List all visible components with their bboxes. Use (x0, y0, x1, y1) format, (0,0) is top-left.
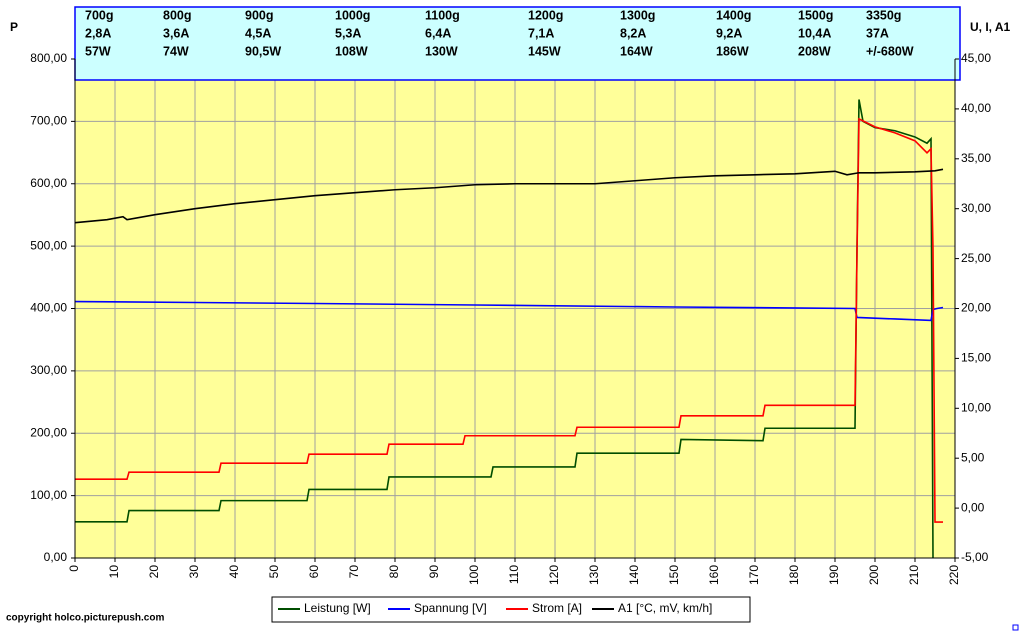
annotation: 74W (163, 44, 189, 58)
x-tick-label: 140 (627, 565, 641, 585)
annotation: 1000g (335, 8, 370, 22)
x-tick-label: 210 (907, 565, 921, 585)
y2-tick-label: 15,00 (961, 351, 991, 365)
annotation: +/-680W (866, 44, 914, 58)
x-tick-label: 0 (67, 565, 81, 572)
y-tick-label: 100,00 (30, 488, 67, 502)
annotation: 1200g (528, 8, 563, 22)
series-line (75, 117, 943, 523)
x-tick-label: 10 (107, 565, 121, 579)
y-tick-label: 200,00 (30, 425, 67, 439)
x-tick-label: 50 (267, 565, 281, 579)
y-tick-label: 0,00 (44, 550, 68, 564)
x-tick-label: 220 (947, 565, 961, 585)
y-tick-label: 400,00 (30, 301, 67, 315)
annotation: 6,4A (425, 26, 451, 40)
annotation: 9,2A (716, 26, 742, 40)
x-tick-label: 100 (467, 565, 481, 585)
y2-tick-label: 40,00 (961, 101, 991, 115)
annotation: 108W (335, 44, 368, 58)
x-tick-label: 180 (787, 565, 801, 585)
credit: copyright holco.picturepush.com (6, 613, 164, 624)
y2-tick-label: 25,00 (961, 251, 991, 265)
legend-label: A1 [°C, mV, km/h] (618, 601, 712, 615)
annotation: 37A (866, 26, 889, 40)
x-tick-label: 200 (867, 565, 881, 585)
y-tick-label: 800,00 (30, 51, 67, 65)
corner-marker (1012, 624, 1019, 631)
annotation: 900g (245, 8, 274, 22)
y-tick-label: 500,00 (30, 238, 67, 252)
y2-tick-label: 0,00 (961, 500, 985, 514)
legend-label: Strom [A] (532, 601, 582, 615)
x-tick-label: 160 (707, 565, 721, 585)
y2-tick-label: -5,00 (961, 550, 989, 564)
annotation: 1100g (425, 8, 460, 22)
x-tick-label: 110 (507, 565, 521, 584)
legend-label: Leistung [W] (304, 601, 371, 615)
annotation: 90,5W (245, 44, 281, 58)
y-tick-label: 700,00 (30, 114, 67, 128)
y2-tick-label: 45,00 (961, 51, 991, 65)
x-tick-label: 40 (227, 565, 241, 579)
x-tick-label: 130 (587, 565, 601, 585)
y-axis-title: P (10, 20, 18, 34)
series-line (74, 168, 944, 224)
x-tick-label: 170 (747, 565, 761, 585)
x-tick-label: 80 (387, 565, 401, 579)
series-line (75, 99, 934, 559)
x-tick-label: 20 (147, 565, 161, 579)
annotation: 8,2A (620, 26, 646, 40)
y2-tick-label: 20,00 (961, 301, 991, 315)
annotation: 164W (620, 44, 653, 58)
y2-tick-label: 30,00 (961, 201, 991, 215)
annotation-box (74, 6, 961, 81)
annotation: 3350g (866, 8, 901, 22)
y-tick-label: 300,00 (30, 363, 67, 377)
annotation: 186W (716, 44, 749, 58)
y2-tick-label: 35,00 (961, 151, 991, 165)
x-tick-label: 60 (307, 565, 321, 579)
annotation: 1500g (798, 8, 833, 22)
annotation: 2,8A (85, 26, 111, 40)
annotation: 145W (528, 44, 561, 58)
annotation: 7,1A (528, 26, 554, 40)
y-tick-label: 600,00 (30, 176, 67, 190)
annotation: 208W (798, 44, 831, 58)
y2-tick-label: 10,00 (961, 400, 991, 414)
x-tick-label: 70 (347, 565, 361, 579)
x-tick-label: 30 (187, 565, 201, 579)
annotation: 5,3A (335, 26, 361, 40)
annotation: 4,5A (245, 26, 271, 40)
x-tick-label: 150 (667, 565, 681, 585)
y2-tick-label: 5,00 (961, 450, 985, 464)
annotation: 700g (85, 8, 114, 22)
annotation: 57W (85, 44, 111, 58)
annotation: 800g (163, 8, 192, 22)
legend-label: Spannung [V] (414, 601, 487, 615)
y2-axis-title: U, I, A1 (970, 20, 1011, 34)
annotation: 10,4A (798, 26, 831, 40)
annotation: 3,6A (163, 26, 189, 40)
annotation: 1400g (716, 8, 751, 22)
annotation: 1300g (620, 8, 655, 22)
annotation: 130W (425, 44, 458, 58)
x-tick-label: 120 (547, 565, 561, 585)
x-tick-label: 190 (827, 565, 841, 585)
x-tick-label: 90 (427, 565, 441, 579)
